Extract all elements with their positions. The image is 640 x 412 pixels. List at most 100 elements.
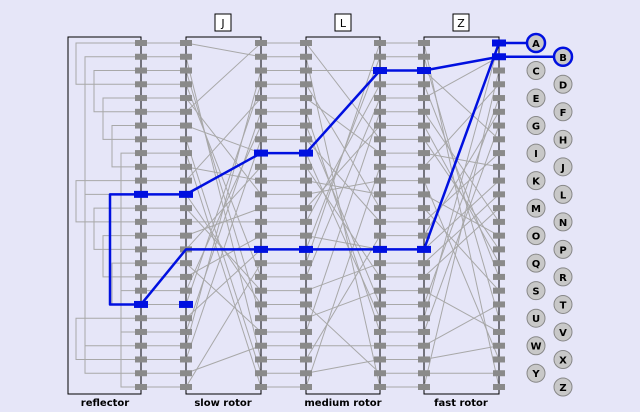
lamp-b xyxy=(552,46,574,68)
reflector-box xyxy=(67,36,142,395)
contact xyxy=(255,67,267,74)
lamp-label-m: M xyxy=(531,204,541,215)
contact xyxy=(180,328,192,335)
lamp-label-k: K xyxy=(532,177,541,188)
active-contact xyxy=(492,39,506,47)
contact xyxy=(493,191,505,198)
contact xyxy=(493,67,505,74)
contact xyxy=(255,95,267,102)
contact xyxy=(493,122,505,129)
contact xyxy=(493,342,505,349)
lamp-label-v: V xyxy=(559,328,567,339)
contact xyxy=(418,205,430,212)
contact xyxy=(418,232,430,239)
lamp-label-f: F xyxy=(560,108,567,119)
active-contact xyxy=(417,245,431,253)
contact xyxy=(255,205,267,212)
rotor-wire xyxy=(185,84,262,278)
reflector-loop xyxy=(102,97,141,140)
contact xyxy=(300,342,312,349)
contact xyxy=(493,384,505,390)
contact xyxy=(300,67,312,74)
contact xyxy=(418,328,430,335)
contact xyxy=(255,53,267,60)
contact xyxy=(135,108,147,115)
lamp-label-p: P xyxy=(559,245,566,256)
reflector-loop xyxy=(102,235,141,278)
contact xyxy=(135,177,147,184)
lamp-label-w: W xyxy=(530,342,541,353)
lamp-p xyxy=(553,239,573,259)
contact xyxy=(300,287,312,294)
contact xyxy=(135,67,147,74)
lamp-label-e: E xyxy=(533,94,540,105)
active-contact xyxy=(179,300,193,308)
rotor-wire xyxy=(305,125,381,209)
active-contact xyxy=(179,190,193,198)
contact xyxy=(135,356,147,363)
contact xyxy=(180,384,192,390)
contact xyxy=(135,328,147,335)
active-contact xyxy=(134,300,148,308)
reflector-loop xyxy=(75,42,141,85)
contact xyxy=(374,108,386,115)
lamp-c xyxy=(526,61,546,81)
contact xyxy=(180,122,192,129)
contact xyxy=(300,191,312,198)
lamp-label-s: S xyxy=(532,287,539,298)
contact xyxy=(255,218,267,225)
rotor-wire xyxy=(305,290,381,319)
contact xyxy=(255,384,267,390)
contact xyxy=(180,287,192,294)
reflector-loop xyxy=(111,262,141,305)
contact xyxy=(135,53,147,60)
contact xyxy=(255,108,267,115)
lamp-k xyxy=(526,171,546,191)
contact xyxy=(135,205,147,212)
reflector-wiring xyxy=(75,42,141,388)
contact xyxy=(418,177,430,184)
contact xyxy=(418,218,430,225)
rotor-window-medium: L xyxy=(334,13,352,32)
lamp-t xyxy=(553,294,573,314)
contact xyxy=(493,218,505,225)
active-contact xyxy=(373,245,387,253)
contact xyxy=(493,108,505,115)
reflector-loop xyxy=(120,152,141,388)
contact xyxy=(180,342,192,349)
rotor-window-medium-letter: L xyxy=(340,17,347,30)
contact xyxy=(418,95,430,102)
contact xyxy=(255,232,267,239)
contact xyxy=(180,356,192,363)
contact xyxy=(374,384,386,390)
rotor-wire xyxy=(185,42,262,113)
contact xyxy=(418,122,430,129)
lamp-e xyxy=(526,88,546,108)
contact xyxy=(300,136,312,143)
contact xyxy=(493,81,505,88)
reflector-label: reflector xyxy=(81,398,129,409)
contact xyxy=(135,163,147,170)
contact xyxy=(135,342,147,349)
lamp-v xyxy=(553,322,573,342)
medium-rotor-box xyxy=(305,36,381,395)
contact xyxy=(418,315,430,322)
contact xyxy=(135,260,147,267)
contact xyxy=(493,370,505,377)
reflector-loop xyxy=(75,317,141,360)
active-contact xyxy=(417,67,431,75)
contact xyxy=(135,273,147,280)
contact xyxy=(374,356,386,363)
contact xyxy=(300,328,312,335)
contact xyxy=(374,177,386,184)
rotor-wire xyxy=(185,111,262,333)
contact xyxy=(418,53,430,60)
rotor-wire xyxy=(423,97,500,305)
rotor-wire xyxy=(305,84,381,209)
contact xyxy=(374,136,386,143)
contact xyxy=(374,370,386,377)
contact xyxy=(493,136,505,143)
rotor-wire xyxy=(185,345,262,374)
lamp-label-d: D xyxy=(559,80,567,91)
contact xyxy=(180,232,192,239)
